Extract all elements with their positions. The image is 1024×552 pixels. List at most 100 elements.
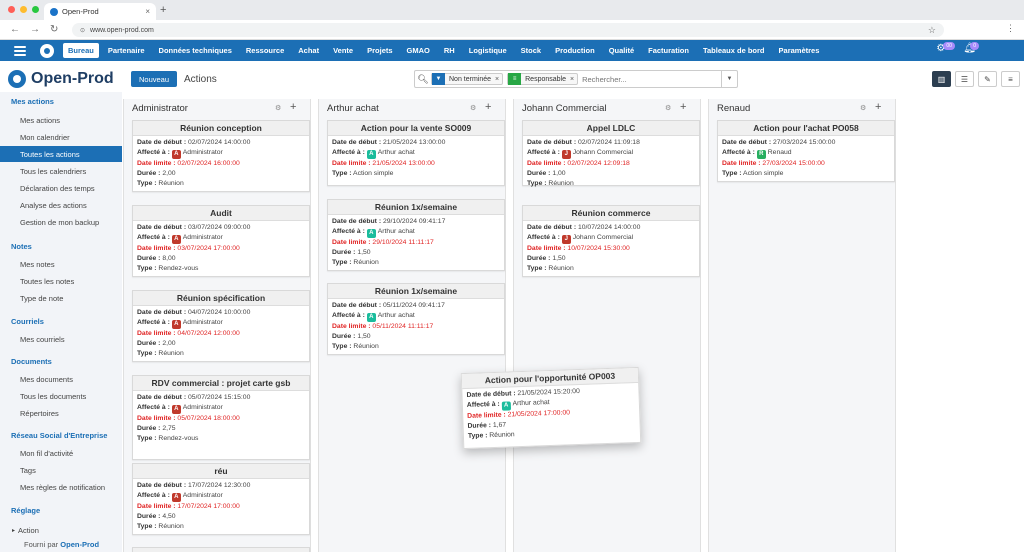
remove-facet-icon[interactable]: ×	[495, 75, 500, 83]
card-deadline-label: Date limite :	[332, 323, 371, 330]
card-start-date-label: Date de début :	[137, 394, 187, 401]
avatar: J	[561, 235, 571, 244]
nav-item-production[interactable]: Production	[555, 46, 595, 55]
column-quick-add-icon[interactable]: +	[680, 101, 687, 113]
nav-item-qualit-[interactable]: Qualité	[608, 46, 635, 55]
card-start-date-label: Date de début :	[332, 139, 382, 146]
nav-item-achat[interactable]: Achat	[298, 46, 320, 55]
nav-item-vente[interactable]: Vente	[333, 46, 354, 55]
sidebar-item[interactable]: Tous les documents	[0, 388, 122, 404]
sidebar-item[interactable]: Toutes les actions	[0, 146, 122, 162]
kanban-card[interactable]: Réunion 1x/semaine Date de début : 29/10/…	[327, 199, 505, 271]
sidebar-item[interactable]: Tags	[0, 462, 122, 478]
sidebar-item[interactable]: Gestion de mon backup	[0, 214, 122, 230]
sidebar-item[interactable]: ▸ Action	[0, 522, 122, 538]
hamburger-menu-icon[interactable]	[14, 45, 26, 56]
card-duration-value: 1,67	[492, 421, 507, 430]
close-window-button[interactable]	[8, 6, 15, 13]
reload-icon[interactable]: ↻	[50, 24, 59, 35]
nav-item-ressource[interactable]: Ressource	[245, 46, 285, 55]
detail-list-view-icon[interactable]: ≡	[1001, 71, 1020, 87]
back-icon[interactable]: ←	[10, 24, 20, 35]
kanban-card[interactable]: Appel LDLC Date de début : 02/07/2024 11:…	[522, 120, 700, 187]
bookmark-star-icon[interactable]: ☆	[927, 24, 936, 35]
nav-item-projets[interactable]: Projets	[367, 46, 393, 55]
sidebar-item[interactable]: Tous les calendriers	[0, 163, 122, 179]
kanban-card[interactable]: Réunion 1x/semaine Date de début : 05/11/…	[327, 283, 505, 355]
sidebar-item[interactable]: Mes actions	[0, 112, 122, 128]
kanban-card[interactable]: RDV commercial : projet carte gsb Date de…	[132, 375, 310, 460]
sidebar-item[interactable]: Mon calendrier	[0, 129, 122, 145]
nav-item-facturation[interactable]: Facturation	[648, 46, 689, 55]
forward-icon[interactable]: →	[30, 24, 40, 35]
card-deadline-value: 17/07/2024 17:00:00	[177, 503, 240, 510]
window-controls[interactable]	[8, 6, 39, 13]
site-info-icon[interactable]: ⊙	[80, 27, 86, 34]
kanban-card[interactable]: Réunion	[132, 547, 310, 552]
kanban-view-icon[interactable]: ▥	[932, 71, 951, 87]
nav-item-gmao[interactable]: GMAO	[406, 46, 430, 55]
card-start-date-label: Date de début :	[466, 390, 516, 399]
nav-item-stock[interactable]: Stock	[520, 46, 542, 55]
card-duration-label: Durée :	[527, 170, 551, 177]
card-start-date: Date de début : 17/07/2024 12:30:00	[137, 481, 305, 491]
kanban-card[interactable]: Audit Date de début : 03/07/2024 09:00:00…	[132, 205, 310, 277]
sidebar-item[interactable]: Mes documents	[0, 371, 122, 387]
sidebar-item[interactable]: Type de note	[0, 290, 122, 306]
kanban-card[interactable]: Réunion conception Date de début : 02/07/…	[132, 120, 310, 192]
remove-facet-icon[interactable]: ×	[570, 75, 575, 83]
sidebar-item[interactable]: Mes règles de notification	[0, 479, 122, 495]
sidebar-item[interactable]: Mes notes	[0, 256, 122, 272]
nav-item-logistique[interactable]: Logistique	[468, 46, 507, 55]
card-deadline-label: Date limite :	[332, 160, 371, 167]
notifications-bell-icon[interactable]: 🔔︎ 0	[963, 42, 980, 54]
url-field[interactable]: ⊙ www.open-prod.com ☆	[72, 23, 944, 37]
column-title: Arthur achat	[327, 103, 379, 114]
column-settings-gear-icon[interactable]: ⚙	[470, 105, 477, 112]
column-settings-gear-icon[interactable]: ⚙	[665, 105, 672, 112]
nav-item-rh[interactable]: RH	[443, 46, 455, 55]
sidebar-item[interactable]: Répertoires	[0, 405, 122, 421]
footer-brand-link[interactable]: Open-Prod	[60, 540, 100, 549]
kanban-card[interactable]: réu Date de début : 17/07/2024 12:30:00 Af…	[132, 463, 310, 535]
card-deadline-value: 04/07/2024 12:00:00	[177, 330, 240, 337]
calendar-edit-view-icon[interactable]: ✎	[978, 71, 997, 87]
new-button[interactable]: Nouveau	[131, 71, 178, 87]
browser-menu-icon[interactable]: ⋮	[1006, 23, 1015, 33]
column-quick-add-icon[interactable]: +	[290, 101, 297, 113]
card-assignee-label: Affecté à :	[722, 149, 755, 156]
nav-item-donn-es-techniques[interactable]: Données techniques	[158, 46, 232, 55]
column-settings-gear-icon[interactable]: ⚙	[860, 105, 867, 112]
sidebar-item[interactable]: Déclaration des temps	[0, 180, 122, 196]
column-quick-add-icon[interactable]: +	[485, 101, 492, 113]
list-view-icon[interactable]: ☰	[955, 71, 974, 87]
nav-item-bureau[interactable]: Bureau	[63, 43, 99, 58]
activity-gear-icon[interactable]: ⚙ 00	[936, 42, 955, 54]
browser-tab[interactable]: Open-Prod ×	[44, 3, 156, 20]
nav-item-partenaire[interactable]: Partenaire	[107, 46, 145, 55]
kanban-card[interactable]: Réunion commerce Date de début : 10/07/20…	[522, 205, 700, 277]
new-tab-button[interactable]: +	[160, 4, 167, 16]
card-type-label: Type :	[137, 180, 157, 187]
minimize-window-button[interactable]	[20, 6, 27, 13]
column-settings-gear-icon[interactable]: ⚙	[275, 105, 282, 112]
card-deadline-label: Date limite :	[137, 330, 176, 337]
maximize-window-button[interactable]	[32, 6, 39, 13]
sidebar-item[interactable]: Toutes les notes	[0, 273, 122, 289]
sidebar-item[interactable]: Mes courriels	[0, 331, 122, 347]
open-prod-logo-icon[interactable]	[40, 43, 54, 58]
search-input[interactable]	[582, 74, 709, 84]
sidebar-item[interactable]: Analyse des actions	[0, 197, 122, 213]
column-quick-add-icon[interactable]: +	[875, 101, 882, 113]
search-options-chevron-down-icon[interactable]: ▼	[721, 71, 737, 87]
kanban-card[interactable]: Action pour la vente SO009 Date de début …	[327, 120, 505, 186]
sidebar-item[interactable]: Mon fil d'activité	[0, 445, 122, 461]
card-type-label: Type :	[137, 435, 157, 442]
nav-item-tableaux-de-bord[interactable]: Tableaux de bord	[702, 46, 765, 55]
kanban-card[interactable]: Réunion spécification Date de début : 04/…	[132, 290, 310, 362]
nav-item-param-tres[interactable]: Paramètres	[778, 46, 820, 55]
kanban-card[interactable]: Action pour l'achat PO058 Date de début :…	[717, 120, 895, 182]
close-tab-icon[interactable]: ×	[145, 7, 150, 16]
dragged-kanban-card[interactable]: Action pour l'opportunité OP003 Date de d…	[460, 366, 642, 450]
card-duration-value: 1,00	[552, 170, 566, 177]
